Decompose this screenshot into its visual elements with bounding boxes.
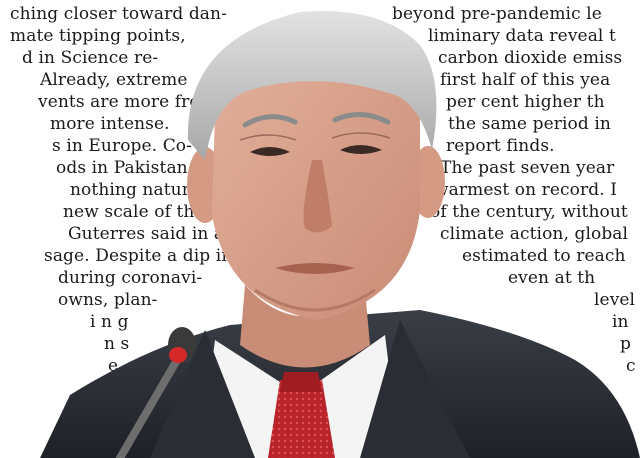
right-line-9: warmest on record. I bbox=[434, 180, 618, 200]
tie-shape bbox=[268, 380, 335, 458]
right-line-13: even at th bbox=[508, 268, 596, 288]
right-line-2: liminary data reveal t bbox=[428, 26, 616, 46]
left-line-12: sage. Despite a dip in bbox=[44, 246, 233, 266]
right-line-12: estimated to reach bbox=[462, 246, 626, 266]
right-line-4: first half of this yea bbox=[440, 70, 611, 90]
right-line-17: c bbox=[626, 356, 636, 376]
right-line-5: per cent higher th bbox=[446, 92, 605, 112]
left-line-6: more intense. bbox=[50, 114, 170, 134]
left-line-3: d in Science re- bbox=[22, 48, 159, 68]
left-line-9: nothing natural bbox=[70, 180, 206, 200]
right-line-10: of the century, without bbox=[430, 202, 628, 222]
left-line-7: s in Europe. Co- bbox=[52, 136, 192, 156]
left-line-11: Guterres said in a bbox=[68, 224, 225, 244]
right-line-11: climate action, global bbox=[440, 224, 629, 244]
left-line-8: ods in Pakistan... bbox=[56, 158, 205, 178]
left-line-15: i n g bbox=[90, 312, 129, 332]
left-line-4: Already, extreme bbox=[40, 70, 188, 90]
right-line-8: The past seven year bbox=[440, 158, 615, 178]
right-line-1: beyond pre-pandemic le bbox=[392, 4, 602, 24]
right-line-6: the same period in bbox=[448, 114, 611, 134]
left-line-10: new scale of these bbox=[63, 202, 224, 222]
left-line-14: owns, plan- bbox=[58, 290, 158, 310]
left-line-2: mate tipping points, bbox=[10, 26, 186, 46]
right-line-15: in bbox=[612, 312, 629, 332]
left-line-13: during coronavi- bbox=[58, 268, 203, 288]
left-line-16: n s bbox=[104, 334, 130, 354]
right-line-14: level bbox=[594, 290, 636, 310]
left-line-1: ching closer toward dan- bbox=[10, 4, 227, 24]
right-line-3: carbon dioxide emiss bbox=[438, 48, 623, 68]
right-line-16: p bbox=[620, 334, 631, 354]
microphone-stem bbox=[116, 351, 184, 458]
left-line-5: vents are more fre- bbox=[38, 92, 206, 112]
left-line-17: e bbox=[108, 356, 119, 376]
hair-shape bbox=[187, 10, 437, 161]
right-line-7: report finds. bbox=[446, 136, 555, 156]
